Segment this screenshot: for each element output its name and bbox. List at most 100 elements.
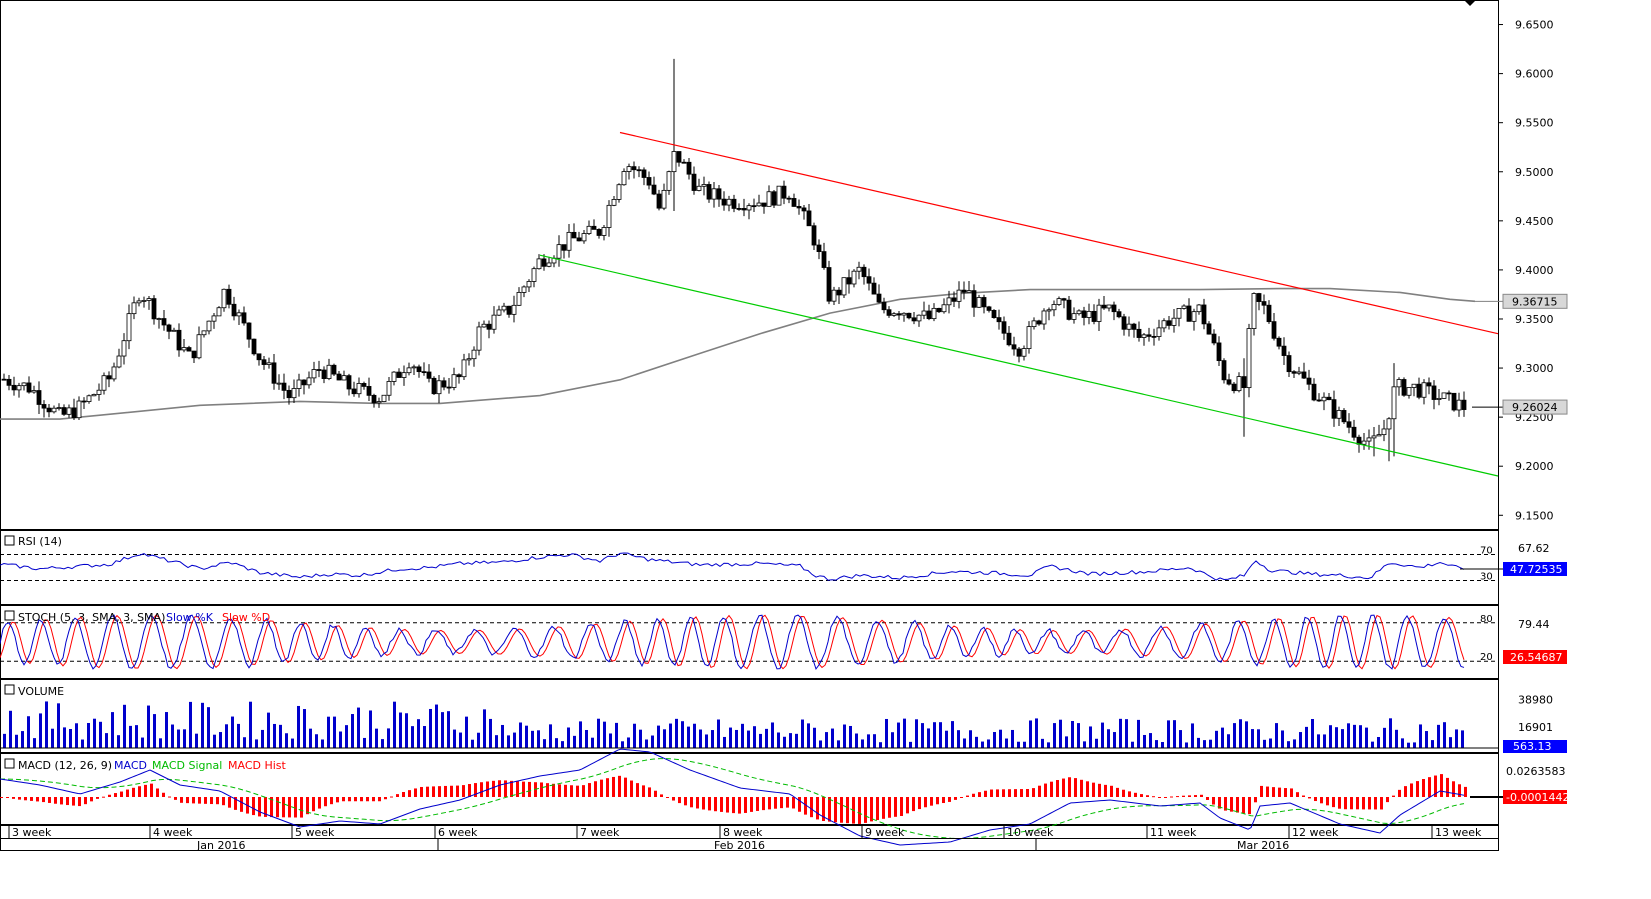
candle-body	[786, 197, 792, 200]
upper-trendline	[619, 131, 1499, 335]
volume-bar	[1047, 742, 1050, 748]
macd-hist-bar	[444, 785, 447, 797]
sma-value-label: 9.36715	[1512, 295, 1558, 308]
macd-hist-bar	[1386, 797, 1389, 803]
macd-hist-bar	[6, 797, 9, 798]
candle-body	[166, 324, 172, 332]
candle-body	[301, 379, 307, 386]
macd-hist-bar	[1032, 788, 1035, 797]
volume-bar	[63, 727, 66, 748]
macd-hist-bar	[918, 797, 921, 810]
macd-hist-bar	[1272, 787, 1275, 797]
candle-body	[756, 202, 762, 207]
macd-hist-bar	[792, 797, 795, 809]
volume-bar	[1149, 733, 1152, 748]
candle-body	[506, 305, 512, 315]
lower-trendline	[539, 254, 1499, 477]
macd-hist-bar	[822, 797, 825, 822]
macd-hist-bar	[162, 792, 165, 797]
macd-hist-bar	[630, 780, 633, 797]
macd-hist-bar	[1074, 778, 1077, 797]
volume-bar	[1329, 725, 1332, 748]
volume-bar	[357, 707, 360, 748]
volume-bar	[1101, 722, 1104, 748]
macd-close-icon[interactable]	[4, 758, 15, 769]
volume-bar	[327, 716, 330, 748]
volume-bar	[825, 732, 828, 748]
macd-hist-bar	[942, 797, 945, 804]
candle-body	[211, 315, 217, 322]
volume-close-icon[interactable]	[4, 684, 15, 695]
macd-hist-bar	[726, 797, 729, 813]
price-tick-label: 9.3000	[1515, 362, 1554, 375]
volume-bar	[1011, 729, 1014, 748]
macd-hist-bar	[288, 797, 291, 818]
macd-hist-bar	[258, 797, 261, 817]
candle-body	[361, 383, 367, 387]
candle-body	[1431, 385, 1437, 400]
volume-bar	[345, 725, 348, 748]
volume-bar	[459, 732, 462, 748]
volume-bar	[759, 733, 762, 748]
volume-bar	[279, 724, 282, 748]
candle-body	[416, 366, 422, 373]
macd-hist-bar	[1254, 797, 1257, 803]
macd-hist-bar	[426, 786, 429, 797]
macd-hist-bar	[126, 789, 129, 797]
candle-body	[921, 310, 927, 316]
volume-bar	[975, 736, 978, 748]
volume-bar	[927, 728, 930, 748]
candle-body	[111, 366, 117, 380]
candle-body	[1281, 345, 1287, 356]
volume-bar	[711, 730, 714, 748]
candle-body	[1081, 310, 1087, 318]
volume-bar	[1311, 719, 1314, 748]
candle-body	[1141, 334, 1147, 338]
candle-body	[991, 310, 997, 319]
candle-body	[1116, 311, 1122, 318]
price-tick-label: 9.2000	[1515, 460, 1554, 473]
candle-body	[491, 314, 497, 330]
volume-bar	[75, 723, 78, 748]
volume-bar	[147, 705, 150, 748]
volume-bar	[837, 740, 840, 748]
volume-bar	[1071, 721, 1074, 748]
volume-bar	[213, 734, 216, 748]
volume-bar	[1203, 740, 1206, 748]
candle-body	[586, 225, 592, 234]
scroll-marker-icon[interactable]	[1464, 0, 1476, 6]
week-label: 13 week	[1435, 826, 1482, 839]
macd-hist-bar	[282, 797, 285, 818]
stoch-d-legend: Slow %D	[222, 611, 270, 624]
candle-body	[981, 297, 987, 308]
candle-body	[411, 366, 417, 369]
volume-bar	[1281, 730, 1284, 748]
volume-bar	[1155, 740, 1158, 748]
candle-body	[86, 395, 92, 402]
volume-bar	[951, 721, 954, 748]
macd-hist-bar	[384, 797, 387, 800]
rsi-close-icon[interactable]	[4, 535, 15, 546]
volume-layer	[0, 701, 1498, 749]
volume-bar	[591, 737, 594, 748]
stoch-close-icon[interactable]	[4, 610, 15, 621]
candle-body	[801, 207, 807, 212]
macd-hist-bar	[840, 797, 843, 823]
macd-hist-bar	[324, 797, 327, 807]
macd-hist-bar	[936, 797, 939, 805]
volume-bar	[123, 704, 126, 748]
volume-bar	[777, 732, 780, 748]
volume-bar	[1233, 723, 1236, 748]
candle-body	[701, 184, 707, 187]
macd-hist-bar	[174, 797, 177, 800]
candle-body	[951, 297, 957, 302]
last-price-box	[1502, 399, 1568, 415]
week-label: 10 week	[1007, 826, 1054, 839]
candle-body	[766, 191, 772, 207]
volume-bar	[687, 726, 690, 748]
volume-bar	[129, 725, 132, 748]
macd-hist-bar	[204, 797, 207, 804]
macd-hist-bar	[1332, 797, 1335, 808]
candle-body	[136, 300, 142, 304]
